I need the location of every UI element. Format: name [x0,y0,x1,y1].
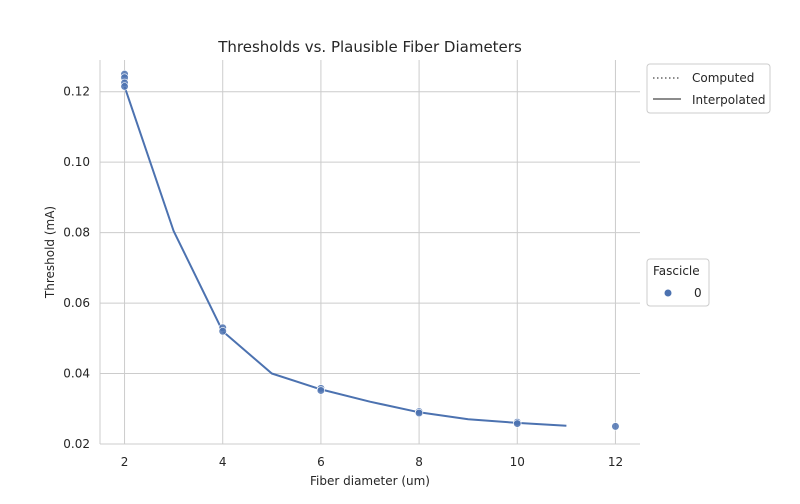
scatter-point [513,419,522,428]
series-line-interpolated [123,86,567,427]
scatter-point [611,422,620,431]
y-tick-labels: 0.02 0.04 0.06 0.08 0.10 0.12 [63,85,90,451]
x-tick-label: 4 [219,455,227,469]
legend-computed-label: Computed [692,71,754,85]
x-tick-label: 6 [317,455,325,469]
scatter-point [414,408,424,418]
scatter-points [120,69,620,431]
legend-line-styles: Computed Interpolated [646,63,771,114]
chart-title: Thresholds vs. Plausible Fiber Diameters [217,38,522,56]
legend-fascicle-marker [664,289,672,297]
legend-fascicle-label: 0 [694,286,702,300]
x-axis-label: Fiber diameter (um) [310,474,430,488]
y-tick-label: 0.06 [63,296,90,310]
legend-fascicle-frame [646,258,710,307]
scatter-point [218,327,227,336]
x-tick-label: 10 [510,455,525,469]
x-tick-label: 8 [415,455,423,469]
grid [100,60,640,445]
y-axis-label: Threshold (mA) [43,206,57,299]
x-tick-label: 12 [608,455,623,469]
axes [99,60,640,445]
scatter-point [120,82,129,91]
y-tick-label: 0.04 [63,367,90,381]
x-tick-label: 2 [121,455,129,469]
y-tick-label: 0.08 [63,226,90,240]
y-tick-label: 0.10 [63,155,90,169]
legend-fascicle-title: Fascicle [653,264,700,278]
x-tick-labels: 2 4 6 8 10 12 [121,455,623,469]
y-tick-label: 0.12 [63,85,90,99]
legend-interpolated-label: Interpolated [692,93,766,107]
y-tick-label: 0.02 [63,437,90,451]
scatter-point [316,386,326,395]
legend-fascicle: Fascicle 0 [646,258,710,307]
legend-line-styles-frame [646,63,771,114]
plot-lines [123,86,567,427]
